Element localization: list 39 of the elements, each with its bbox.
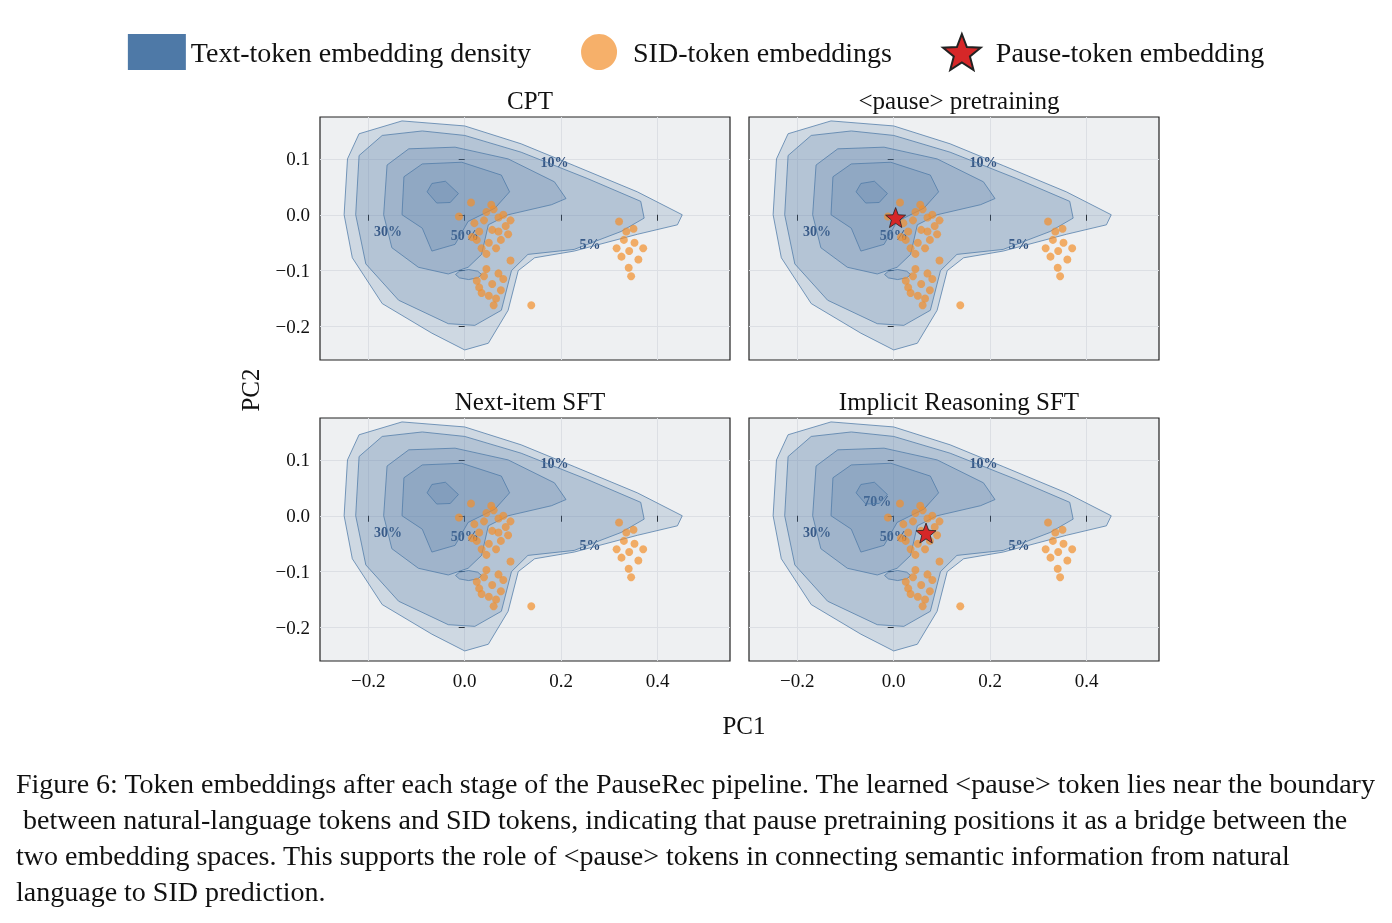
legend-label: Pause-token embedding — [995, 36, 1265, 68]
y-tick-label: 0.0 — [286, 204, 310, 226]
annotation: 10% — [969, 154, 998, 170]
annotation: 30% — [374, 525, 403, 541]
x-tick-label: 0.2 — [978, 670, 1003, 691]
y-tick-label: 0.1 — [286, 148, 310, 170]
x-tick-label: 0.0 — [452, 670, 477, 691]
annotation: 5% — [1008, 237, 1030, 253]
y-axis-title: PC2 — [236, 368, 264, 412]
annotation: 10% — [540, 154, 569, 170]
y-tick-label: −0.1 — [275, 561, 310, 583]
y-tick-label: −0.2 — [275, 315, 310, 337]
caption: Figure 6: Token embeddings after each stage of the PauseRec pipeline. The learned <pause> token lies near the boundary between natural-language tokens and SID tokens, indicating that pause pretraining positions it as a bridge between the two embedding spaces. This supports the role of <pause> tokens in connecting semantic information from natural language to SID prediction. — [16, 767, 1375, 907]
chart-title: CPT — [507, 87, 553, 114]
y-tick-label: −0.1 — [275, 260, 310, 282]
chart-title: <pause> pretraining — [858, 87, 1061, 114]
chart-title: Next-item SFT — [454, 388, 606, 415]
annotation: 5% — [1008, 538, 1030, 554]
annotation: 5% — [579, 237, 601, 253]
x-tick-label: 0.4 — [645, 670, 671, 691]
y-tick-label: −0.2 — [275, 616, 310, 638]
x-tick-label: −0.2 — [351, 670, 386, 691]
annotation: 10% — [540, 455, 569, 471]
annotation: 5% — [579, 538, 601, 554]
chart-title: Implicit Reasoning SFT — [838, 388, 1080, 415]
y-tick-label: 0.1 — [286, 449, 310, 471]
annotation: 30% — [803, 525, 832, 541]
x-tick-label: 0.2 — [549, 670, 574, 691]
annotation: 70% — [863, 494, 892, 510]
annotation: 30% — [803, 224, 832, 240]
annotation: 10% — [969, 455, 998, 471]
y-tick-label: 0.0 — [286, 505, 310, 527]
x-tick-label: −0.2 — [780, 670, 815, 691]
x-axis-title: PC1 — [722, 712, 766, 739]
annotation: 30% — [374, 224, 403, 240]
x-tick-label: 0.0 — [881, 670, 906, 691]
legend-label: Text-token embedding density — [190, 36, 532, 68]
legend-label: SID-token embeddings — [633, 36, 893, 68]
x-tick-label: 0.4 — [1074, 670, 1100, 691]
